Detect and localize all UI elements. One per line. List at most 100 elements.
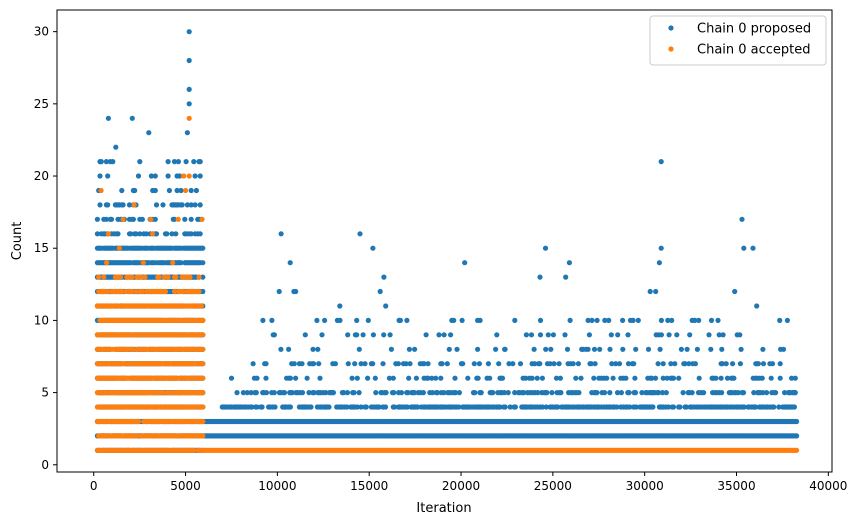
- point: [200, 375, 206, 381]
- point: [615, 332, 621, 338]
- point: [440, 404, 446, 410]
- point: [446, 346, 452, 352]
- point: [304, 375, 310, 381]
- legend-label-proposed: Chain 0 proposed: [697, 22, 811, 37]
- point: [281, 390, 288, 396]
- point: [390, 375, 396, 381]
- point: [594, 317, 600, 323]
- point: [186, 173, 192, 179]
- point: [614, 404, 620, 410]
- point: [499, 375, 506, 381]
- point: [326, 404, 332, 410]
- point: [740, 390, 747, 396]
- x-tick-label: 25000: [534, 479, 572, 493]
- point: [103, 216, 109, 222]
- point: [94, 231, 100, 237]
- point: [403, 361, 409, 367]
- point: [186, 57, 192, 64]
- legend-box: [649, 15, 827, 66]
- point: [632, 375, 638, 381]
- point: [625, 361, 632, 367]
- point: [778, 346, 784, 352]
- point: [132, 187, 138, 194]
- point: [459, 317, 465, 323]
- point: [181, 173, 187, 179]
- point: [696, 317, 702, 323]
- point: [421, 361, 427, 367]
- point: [607, 346, 613, 352]
- point: [354, 404, 360, 410]
- point: [627, 404, 633, 410]
- point: [104, 260, 110, 266]
- point: [686, 361, 692, 367]
- x-tick-label: 20000: [442, 479, 480, 493]
- point: [120, 216, 126, 222]
- point: [152, 216, 158, 222]
- point: [322, 317, 328, 323]
- point: [391, 404, 398, 410]
- point: [632, 390, 639, 396]
- point: [149, 231, 156, 237]
- point: [658, 245, 664, 251]
- point: [658, 317, 665, 323]
- y-axis-label: Count: [10, 222, 25, 261]
- point: [356, 390, 362, 396]
- point: [658, 332, 665, 338]
- point: [708, 317, 715, 323]
- point: [737, 332, 743, 338]
- y-tick-label: 0: [41, 458, 49, 472]
- point: [620, 317, 626, 323]
- point: [349, 375, 355, 381]
- point: [794, 418, 800, 425]
- point: [124, 274, 130, 280]
- point: [142, 274, 148, 280]
- point: [287, 260, 293, 266]
- point: [198, 303, 205, 309]
- point: [451, 317, 457, 323]
- point: [191, 159, 197, 165]
- point: [314, 317, 320, 323]
- point: [199, 216, 205, 222]
- point: [152, 187, 158, 194]
- point: [433, 375, 439, 381]
- point: [406, 346, 412, 352]
- point: [135, 418, 142, 425]
- point: [272, 404, 278, 410]
- point: [140, 260, 146, 266]
- point: [556, 361, 562, 367]
- point: [751, 390, 757, 396]
- point: [200, 433, 206, 439]
- point: [567, 317, 573, 323]
- point: [626, 390, 632, 396]
- point: [370, 361, 376, 367]
- point: [188, 216, 194, 222]
- point: [345, 361, 351, 367]
- point: [664, 375, 670, 381]
- point: [562, 332, 568, 338]
- point: [602, 390, 608, 396]
- point: [706, 332, 712, 338]
- point: [460, 361, 466, 367]
- point: [356, 346, 362, 352]
- point: [444, 361, 450, 367]
- point: [357, 231, 363, 237]
- point: [739, 216, 745, 222]
- point: [373, 390, 379, 396]
- point: [240, 390, 246, 396]
- point: [173, 231, 179, 237]
- point: [97, 173, 103, 179]
- point: [680, 390, 686, 396]
- point: [200, 274, 206, 280]
- point: [549, 390, 555, 396]
- point: [566, 260, 573, 266]
- point: [528, 332, 535, 338]
- point: [388, 346, 394, 352]
- point: [592, 361, 598, 367]
- point: [178, 187, 184, 194]
- point: [478, 390, 484, 396]
- point: [741, 245, 747, 251]
- point: [658, 159, 664, 165]
- point: [529, 375, 535, 381]
- point: [441, 332, 447, 338]
- point: [532, 361, 538, 367]
